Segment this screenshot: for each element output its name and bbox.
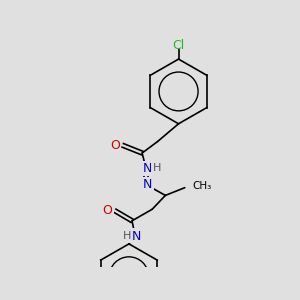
Text: O: O (102, 204, 112, 217)
Text: Cl: Cl (172, 39, 185, 52)
Text: N: N (132, 230, 141, 243)
Text: N: N (143, 178, 152, 191)
Text: N: N (143, 162, 152, 175)
Text: H: H (153, 164, 161, 173)
Text: CH₃: CH₃ (193, 181, 212, 191)
Text: H: H (123, 231, 132, 241)
Text: O: O (110, 139, 120, 152)
